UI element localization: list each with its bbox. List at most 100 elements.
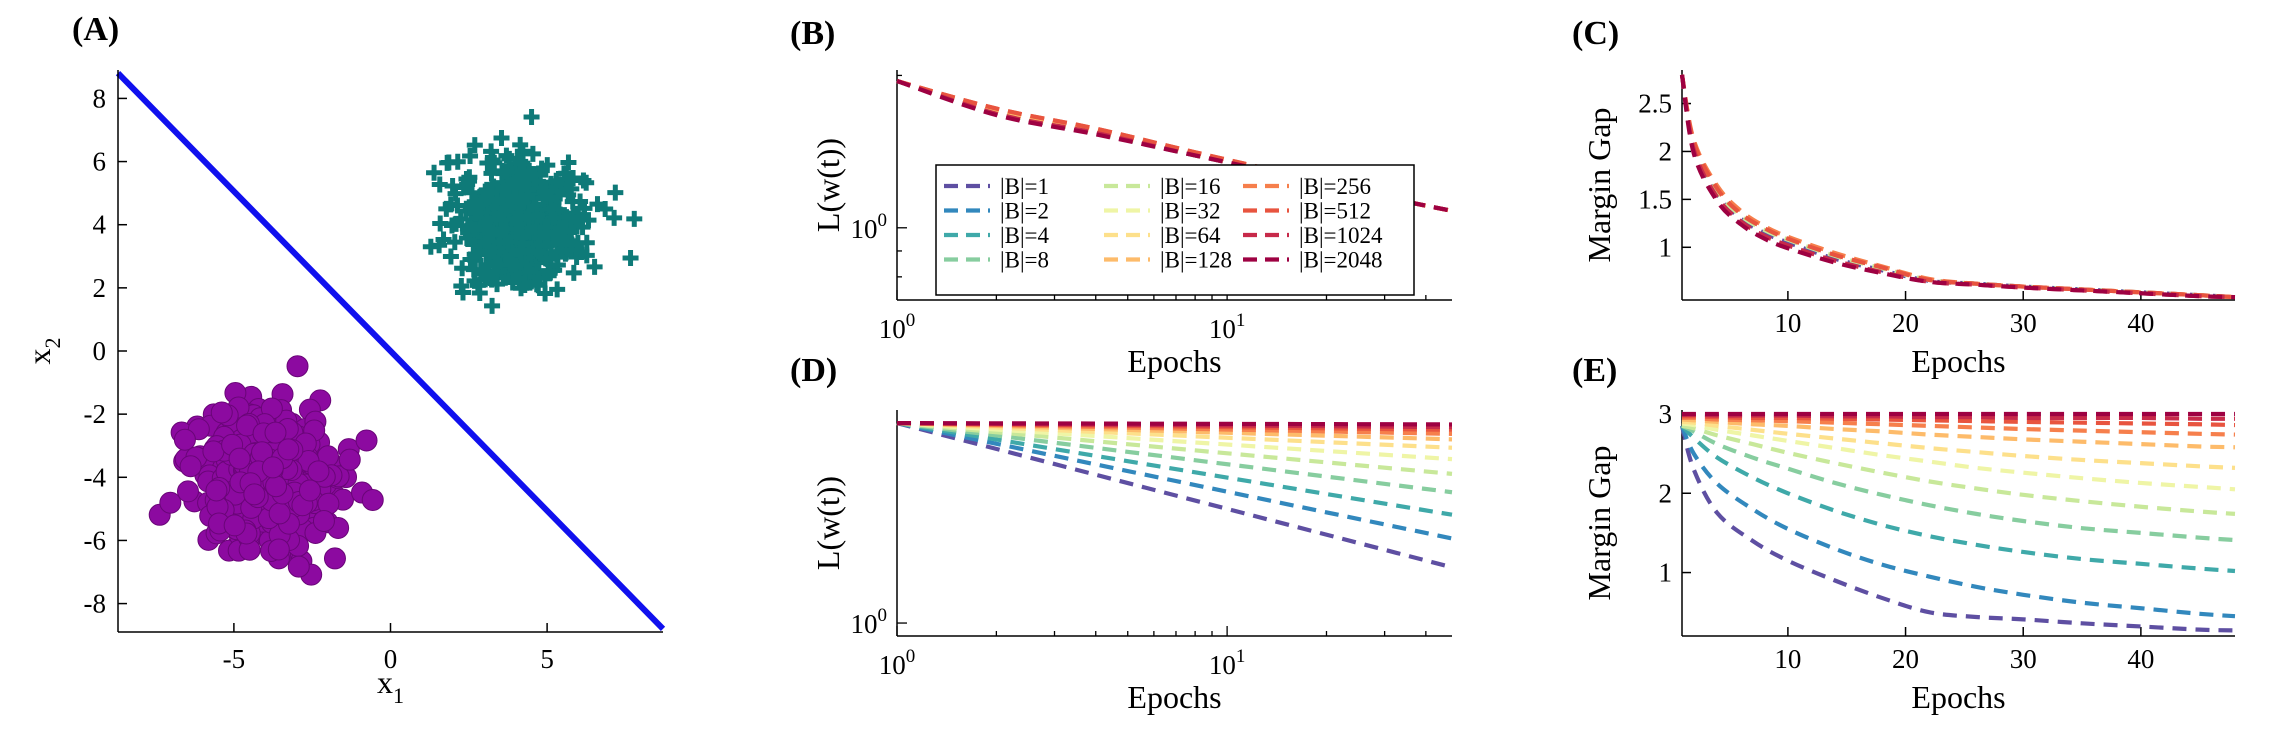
scatter-point-plus xyxy=(548,172,565,189)
scatter-point-plus xyxy=(484,297,501,314)
scatter-point-circle xyxy=(264,421,287,444)
legend-label: |B|=32 xyxy=(1160,199,1221,224)
scatter-point-plus xyxy=(462,148,479,165)
scatter-point-plus xyxy=(513,179,530,196)
y-tick-label-a: -8 xyxy=(84,589,107,619)
y-axis-label-d: L(w(t)) xyxy=(810,476,846,570)
y-tick-label-e: 2 xyxy=(1659,478,1673,508)
y-tick-label-c: 2 xyxy=(1659,136,1673,166)
legend-item-b-32: |B|=32 xyxy=(1104,199,1221,224)
x-tick-label-e: 30 xyxy=(2010,644,2037,674)
decision-boundary-line xyxy=(115,71,666,631)
scatter-point-circle xyxy=(228,447,251,470)
x-tick-label-a: 0 xyxy=(384,644,398,674)
scatter-point-circle xyxy=(298,479,321,502)
scatter-point-plus xyxy=(509,150,526,167)
series-line-b-b-2048 xyxy=(896,79,1453,213)
x-axis-label-e: Epochs xyxy=(1911,679,2005,715)
y-tick-label-c: 2.5 xyxy=(1638,89,1672,119)
x-tick-label-b: 100 xyxy=(879,310,916,344)
scatter-point-plus xyxy=(564,193,581,210)
legend-item-b-8: |B|=8 xyxy=(944,248,1049,273)
series-line-d-b-8 xyxy=(896,421,1453,495)
scatter-point-plus xyxy=(489,256,506,273)
scatter-point-plus xyxy=(607,184,624,201)
legend-label: |B|=256 xyxy=(1299,174,1371,199)
x-axis-label-c: Epochs xyxy=(1911,343,2005,379)
legend-item-b-64: |B|=64 xyxy=(1104,223,1221,248)
scatter-point-plus xyxy=(622,250,639,267)
series-line-e-b-8 xyxy=(1681,423,2236,543)
scatter-point-plus xyxy=(485,243,502,260)
scatter-point-plus xyxy=(565,264,582,281)
y-tick-label-e: 3 xyxy=(1659,399,1673,429)
x-axis-label-a-base: x xyxy=(377,664,393,700)
x-tick-label-c: 30 xyxy=(2010,308,2037,338)
scatter-point-circle xyxy=(338,448,361,471)
scatter-point-circle xyxy=(159,491,182,514)
y-axis-label-a-sub: 2 xyxy=(40,338,65,349)
scatter-point-plus xyxy=(522,262,539,279)
scatter-point-plus xyxy=(552,220,569,237)
scatter-point-circle xyxy=(323,547,346,570)
scatter-point-plus xyxy=(493,130,510,147)
scatter-point-circle xyxy=(287,555,310,578)
legend-label: |B|=1 xyxy=(1000,174,1049,199)
scatter-point-plus xyxy=(447,185,464,202)
scatter-point-plus xyxy=(474,262,491,279)
y-tick-label-a: -2 xyxy=(84,399,107,429)
x-tick-label-c: 20 xyxy=(1892,308,1919,338)
scatter-point-plus xyxy=(431,176,448,193)
y-tick-label-d: 100 xyxy=(851,605,888,639)
scatter-point-circle xyxy=(223,514,246,537)
y-tick-label-a: 0 xyxy=(93,336,107,366)
panel-label-c: (C) xyxy=(1572,15,1619,52)
y-tick-label-a: 2 xyxy=(93,273,107,303)
x-tick-label-e: 10 xyxy=(1774,644,1801,674)
y-axis-label-a-base: x xyxy=(21,349,57,365)
scatter-point-plus xyxy=(539,225,556,242)
scatter-point-plus xyxy=(446,234,463,251)
scatter-point-plus xyxy=(526,166,543,183)
scatter-point-plus xyxy=(471,284,488,301)
y-axis-label-e: Margin Gap xyxy=(1581,446,1617,601)
legend-label: |B|=16 xyxy=(1160,174,1221,199)
scatter-point-plus xyxy=(442,248,459,265)
scatter-point-plus xyxy=(503,256,520,273)
scatter-point-circle xyxy=(267,538,290,561)
x-tick-label-e: 40 xyxy=(2127,644,2154,674)
legend-label: |B|=8 xyxy=(1000,248,1049,273)
scatter-point-plus xyxy=(578,234,595,251)
scatter-point-plus xyxy=(553,243,570,260)
scatter-point-plus xyxy=(514,235,531,252)
legend-item-b-1: |B|=1 xyxy=(944,174,1049,199)
legend-b: |B|=1|B|=2|B|=4|B|=8|B|=16|B|=32|B|=64|B… xyxy=(935,164,1415,296)
series-line-c-b-2048 xyxy=(1679,74,2236,300)
x-tick-label-e: 20 xyxy=(1892,644,1919,674)
scatter-point-plus xyxy=(426,164,443,181)
line-panel-e: 10 20 30 40 1 2 3 Epochs Margin Gap xyxy=(1581,399,2236,715)
legend-item-b-16: |B|=16 xyxy=(1104,174,1221,199)
scatter-point-circle xyxy=(355,429,378,452)
scatter-point-plus xyxy=(549,281,566,298)
scatter-point-plus xyxy=(466,221,483,238)
legend-item-b-1024: |B|=1024 xyxy=(1243,223,1383,248)
legend-label: |B|=128 xyxy=(1160,248,1232,273)
scatter-point-plus xyxy=(484,151,501,168)
legend-box xyxy=(935,164,1415,296)
series-line-d-b-2048 xyxy=(896,420,1453,427)
legend-label: |B|=1024 xyxy=(1299,223,1383,248)
x-tick-label-b: 101 xyxy=(1209,310,1246,344)
scatter-point-plus xyxy=(491,234,508,251)
y-tick-label-c: 1.5 xyxy=(1638,184,1672,214)
x-tick-label-d: 101 xyxy=(1209,646,1246,680)
y-tick-label-a: 4 xyxy=(93,210,107,240)
scatter-point-plus xyxy=(467,205,484,222)
scatter-point-plus xyxy=(575,172,592,189)
legend-label: |B|=512 xyxy=(1299,199,1371,224)
scatter-point-plus xyxy=(524,145,541,162)
scatter-point-plus xyxy=(523,109,540,126)
scatter-point-circle xyxy=(361,488,384,511)
